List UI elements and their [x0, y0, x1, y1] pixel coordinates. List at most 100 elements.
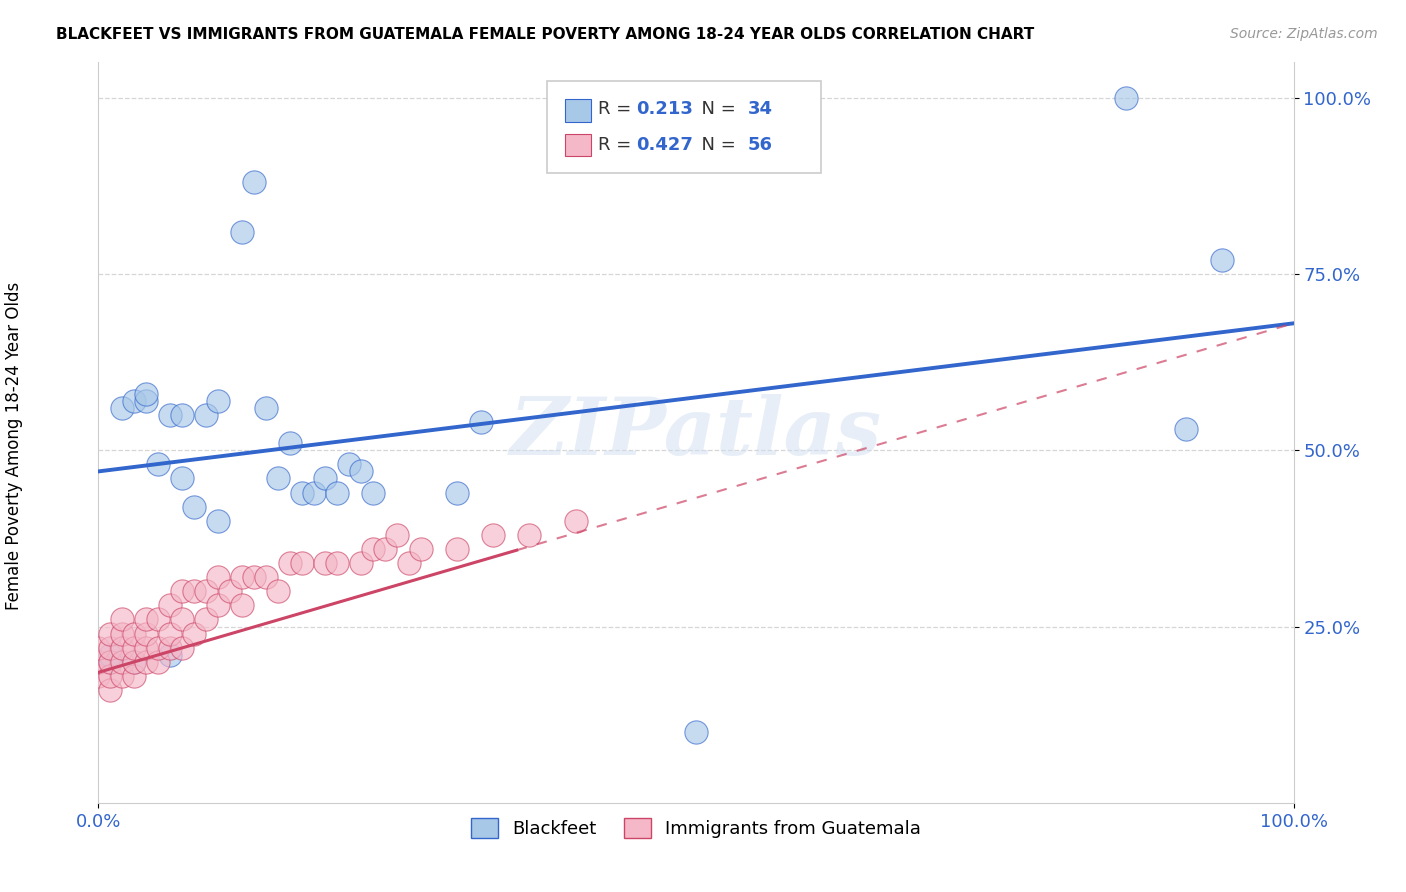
Point — [195, 408, 218, 422]
Point — [278, 436, 301, 450]
Legend: Blackfeet, Immigrants from Guatemala: Blackfeet, Immigrants from Guatemala — [464, 811, 928, 846]
Point — [124, 655, 146, 669]
Point — [231, 225, 253, 239]
Point — [243, 570, 266, 584]
Text: 0.427: 0.427 — [637, 136, 693, 154]
Point — [148, 640, 170, 655]
Point — [315, 556, 337, 570]
Point — [98, 640, 122, 655]
Point — [254, 401, 277, 415]
Point — [135, 626, 157, 640]
Point — [172, 584, 194, 599]
Point — [98, 626, 122, 640]
Point — [207, 599, 229, 613]
Point — [159, 640, 181, 655]
Point — [124, 640, 146, 655]
Point — [111, 669, 134, 683]
Point — [183, 500, 205, 514]
Point — [172, 408, 194, 422]
Point — [231, 570, 253, 584]
Point — [207, 514, 229, 528]
Point — [385, 528, 409, 542]
Point — [135, 393, 157, 408]
Point — [219, 584, 242, 599]
Text: 56: 56 — [748, 136, 772, 154]
Point — [98, 655, 122, 669]
Point — [124, 393, 146, 408]
Point — [470, 415, 492, 429]
Point — [363, 541, 385, 556]
Point — [326, 556, 349, 570]
Point — [135, 640, 157, 655]
Text: Source: ZipAtlas.com: Source: ZipAtlas.com — [1230, 27, 1378, 41]
Point — [411, 541, 433, 556]
Text: ZIPatlas: ZIPatlas — [510, 394, 882, 471]
Point — [267, 584, 290, 599]
Point — [398, 556, 420, 570]
Point — [135, 612, 157, 626]
Point — [291, 485, 314, 500]
Point — [195, 612, 218, 626]
Point — [98, 683, 122, 698]
Text: 0.213: 0.213 — [637, 100, 693, 118]
Point — [111, 640, 134, 655]
Point — [159, 408, 181, 422]
Text: R =: R = — [598, 100, 637, 118]
Point — [267, 471, 290, 485]
Point — [87, 655, 110, 669]
Point — [111, 401, 134, 415]
Point — [172, 640, 194, 655]
Point — [1211, 252, 1233, 267]
Point — [159, 599, 181, 613]
Point — [172, 471, 194, 485]
Point — [565, 514, 588, 528]
Point — [111, 655, 134, 669]
Point — [517, 528, 540, 542]
Point — [339, 458, 361, 472]
Point — [148, 612, 170, 626]
Point — [350, 556, 373, 570]
Point — [350, 464, 373, 478]
Point — [159, 626, 181, 640]
Point — [124, 655, 146, 669]
Point — [135, 655, 157, 669]
Point — [195, 584, 218, 599]
Point — [124, 669, 146, 683]
Point — [278, 556, 301, 570]
Point — [302, 485, 325, 500]
Text: Female Poverty Among 18-24 Year Olds: Female Poverty Among 18-24 Year Olds — [6, 282, 22, 610]
Point — [326, 485, 349, 500]
Point — [315, 471, 337, 485]
Point — [291, 556, 314, 570]
Point — [98, 669, 122, 683]
Point — [135, 387, 157, 401]
Point — [243, 175, 266, 189]
Point — [207, 570, 229, 584]
Point — [685, 725, 707, 739]
FancyBboxPatch shape — [565, 135, 591, 156]
Point — [183, 584, 205, 599]
FancyBboxPatch shape — [547, 81, 821, 173]
Point — [87, 640, 110, 655]
Text: N =: N = — [690, 136, 741, 154]
Point — [1175, 422, 1198, 436]
Point — [254, 570, 277, 584]
Text: BLACKFEET VS IMMIGRANTS FROM GUATEMALA FEMALE POVERTY AMONG 18-24 YEAR OLDS CORR: BLACKFEET VS IMMIGRANTS FROM GUATEMALA F… — [56, 27, 1035, 42]
Text: 34: 34 — [748, 100, 772, 118]
Point — [1115, 91, 1137, 105]
Point — [124, 626, 146, 640]
Point — [98, 655, 122, 669]
Point — [148, 655, 170, 669]
Point — [148, 458, 170, 472]
Point — [172, 612, 194, 626]
Point — [159, 648, 181, 662]
Point — [446, 541, 468, 556]
Point — [87, 669, 110, 683]
Point — [374, 541, 396, 556]
Point — [111, 626, 134, 640]
Point — [111, 612, 134, 626]
Point — [207, 393, 229, 408]
Point — [183, 626, 205, 640]
Point — [363, 485, 385, 500]
Point — [98, 648, 122, 662]
